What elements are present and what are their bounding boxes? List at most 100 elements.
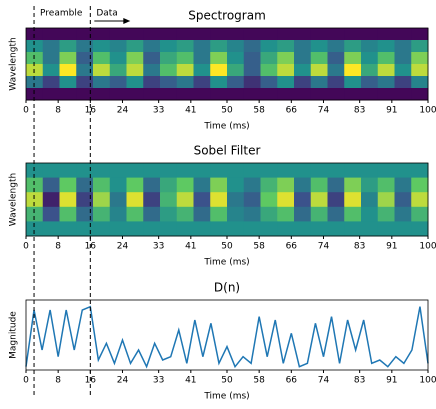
heatmap-cell	[411, 221, 429, 237]
heatmap-cell	[160, 52, 178, 65]
heatmap-cell	[42, 52, 60, 65]
heatmap-cell	[243, 163, 261, 179]
heatmap-cell	[327, 221, 345, 237]
heatmap-cell	[126, 28, 144, 41]
heatmap-cell	[327, 76, 345, 89]
heatmap-cell	[176, 163, 194, 179]
heatmap-cell	[160, 88, 178, 101]
heatmap-cell	[42, 64, 60, 77]
heatmap-cell	[277, 88, 295, 101]
heatmap-cell	[227, 28, 245, 41]
x-tick-label: 8	[55, 242, 61, 252]
heatmap-cell	[377, 163, 395, 179]
heatmap-cell	[210, 206, 228, 222]
heatmap-cell	[59, 206, 77, 222]
heatmap-cell	[243, 192, 261, 208]
heatmap-cell	[109, 88, 127, 101]
heatmap-cell	[227, 64, 245, 77]
heatmap-cell	[160, 192, 178, 208]
data-line	[25, 305, 429, 369]
heatmap-cell	[294, 40, 312, 53]
heatmap-cell	[277, 221, 295, 237]
heatmap-cell	[109, 40, 127, 53]
heatmap-cell	[143, 192, 161, 208]
heatmap-cell	[93, 163, 111, 179]
plot-frame	[25, 299, 429, 371]
heatmap-cell	[294, 28, 312, 41]
heatmap-cell	[42, 88, 60, 101]
heatmap-cell	[176, 28, 194, 41]
heatmap-cell	[377, 40, 395, 53]
heatmap-cell	[93, 76, 111, 89]
x-tick-label: 0	[23, 242, 29, 252]
heatmap-cell	[210, 64, 228, 77]
heatmap-cell	[227, 52, 245, 65]
heatmap-cell	[193, 163, 211, 179]
x-tick-label: 83	[354, 242, 365, 252]
heatmap-cell	[411, 64, 429, 77]
x-tick-label: 66	[286, 376, 298, 386]
heatmap-cell	[361, 64, 379, 77]
heatmap-cell	[126, 76, 144, 89]
heatmap-cell	[210, 76, 228, 89]
heatmap-cell	[126, 177, 144, 193]
heatmap-cell	[344, 64, 362, 77]
heatmap-cell	[76, 64, 94, 77]
heatmap-cell	[344, 40, 362, 53]
heatmap-cell	[76, 52, 94, 65]
heatmap-cell	[160, 28, 178, 41]
heatmap-cell	[193, 40, 211, 53]
heatmap-cell	[143, 206, 161, 222]
heatmap-cell	[143, 28, 161, 41]
heatmap-cell	[160, 163, 178, 179]
x-axis-label: Time (ms)	[203, 392, 249, 402]
heatmap-cell	[59, 221, 77, 237]
heatmap-cell	[411, 177, 429, 193]
heatmap-cell	[310, 206, 328, 222]
heatmap-cell	[260, 192, 278, 208]
heatmap-cell	[160, 221, 178, 237]
heatmap-cell	[361, 192, 379, 208]
heatmap-cell	[377, 221, 395, 237]
heatmap-cell	[227, 40, 245, 53]
heatmap-cell	[109, 52, 127, 65]
heatmap-cell	[377, 88, 395, 101]
heatmap-cell	[59, 52, 77, 65]
heatmap-cell	[327, 163, 345, 179]
heatmap-cell	[277, 163, 295, 179]
heatmap-cell	[260, 76, 278, 89]
x-tick-label: 50	[221, 242, 233, 252]
x-tick-label: 83	[354, 106, 365, 116]
x-tick-label: 74	[318, 376, 330, 386]
heatmap-cell	[377, 192, 395, 208]
heatmap-cell	[227, 76, 245, 89]
x-tick-label: 66	[286, 106, 298, 116]
heatmap-cell	[361, 206, 379, 222]
heatmap-cell	[411, 192, 429, 208]
x-tick-label: 100	[419, 376, 436, 386]
heatmap-cell	[411, 40, 429, 53]
heatmap-cell	[294, 221, 312, 237]
heatmap-cell	[243, 206, 261, 222]
heatmap-cell	[109, 28, 127, 41]
heatmap-cell	[76, 76, 94, 89]
heatmap-cell	[210, 40, 228, 53]
heatmap-cell	[210, 88, 228, 101]
heatmap-cell	[210, 52, 228, 65]
heatmap-cell	[327, 64, 345, 77]
heatmap-cell	[26, 64, 44, 77]
heatmap-cell	[260, 206, 278, 222]
x-tick-label: 41	[185, 106, 196, 116]
x-tick-label: 83	[354, 376, 365, 386]
heatmap-cell	[93, 28, 111, 41]
heatmap-cell	[42, 76, 60, 89]
chart-title: Spectrogram	[188, 9, 266, 23]
heatmap-cell	[344, 206, 362, 222]
heatmap-cell	[361, 76, 379, 89]
y-axis-label: Wavelength	[9, 37, 19, 90]
heatmap-cell	[310, 40, 328, 53]
heatmap-cell	[93, 192, 111, 208]
heatmap-cell	[143, 221, 161, 237]
heatmap-cell	[59, 177, 77, 193]
x-tick-label: 91	[386, 242, 397, 252]
